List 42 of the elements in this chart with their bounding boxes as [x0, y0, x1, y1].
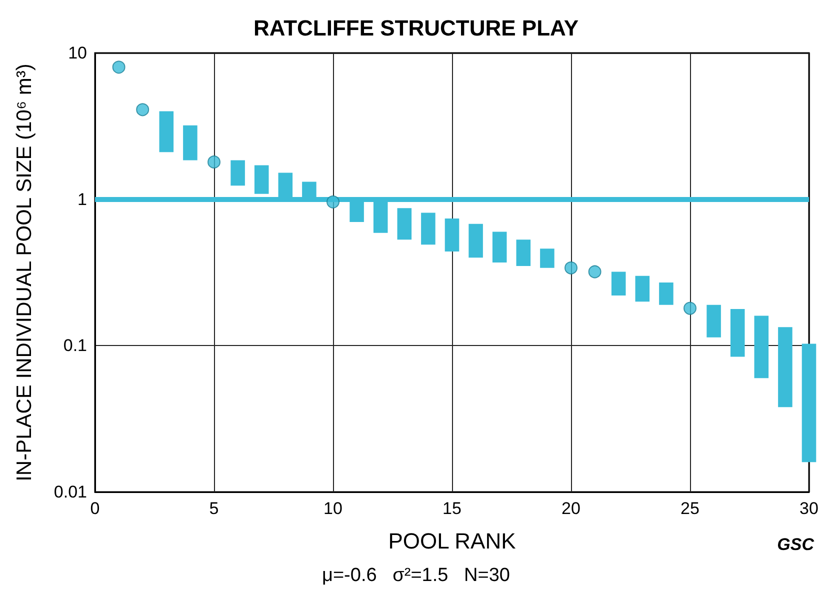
bar: [492, 232, 507, 263]
x-tick-label: 0: [90, 499, 100, 518]
x-tick-label: 20: [562, 499, 580, 518]
bar: [754, 316, 769, 378]
y-tick-label: 0.1: [63, 336, 87, 356]
x-tick-label: 10: [324, 499, 342, 518]
bar: [778, 327, 792, 408]
bar: [611, 272, 626, 296]
point: [326, 195, 340, 208]
bar: [730, 309, 745, 357]
text: μ=-0.6 σ²=1.5 N=30: [322, 565, 510, 586]
point: [684, 302, 696, 315]
x-tick-label: 30: [800, 499, 818, 518]
x-axis-title: POOL RANK: [388, 528, 516, 554]
bar: [635, 276, 650, 302]
bar: [516, 240, 531, 266]
y-tick-label: 0.01: [54, 482, 87, 502]
text: GSC: [777, 535, 815, 554]
y-axis-title: IN-PLACE INDIVIDUAL POOL SIZE (10⁶ m³): [13, 64, 36, 482]
point: [112, 60, 126, 74]
bar: [706, 304, 721, 338]
bar: [183, 125, 198, 160]
y-tick-label: 1: [78, 190, 87, 209]
bar: [421, 212, 436, 245]
point: [564, 261, 578, 274]
point: [588, 265, 602, 278]
bar: [540, 248, 554, 268]
bar: [254, 165, 269, 194]
chart-title: RATCLIFFE STRUCTURE PLAY: [253, 16, 579, 40]
bar: [397, 208, 412, 240]
point: [208, 155, 220, 168]
x-tick-label: 25: [680, 499, 700, 518]
x-tick-label: 15: [442, 499, 462, 518]
x-tick-label: 5: [209, 499, 219, 518]
bar: [159, 111, 174, 152]
bar: [802, 344, 816, 462]
bar: [230, 160, 245, 186]
point: [136, 103, 150, 116]
bar: [444, 218, 460, 252]
bar: [659, 282, 674, 305]
bar: [468, 224, 483, 258]
y-tick-label: 10: [68, 44, 87, 62]
